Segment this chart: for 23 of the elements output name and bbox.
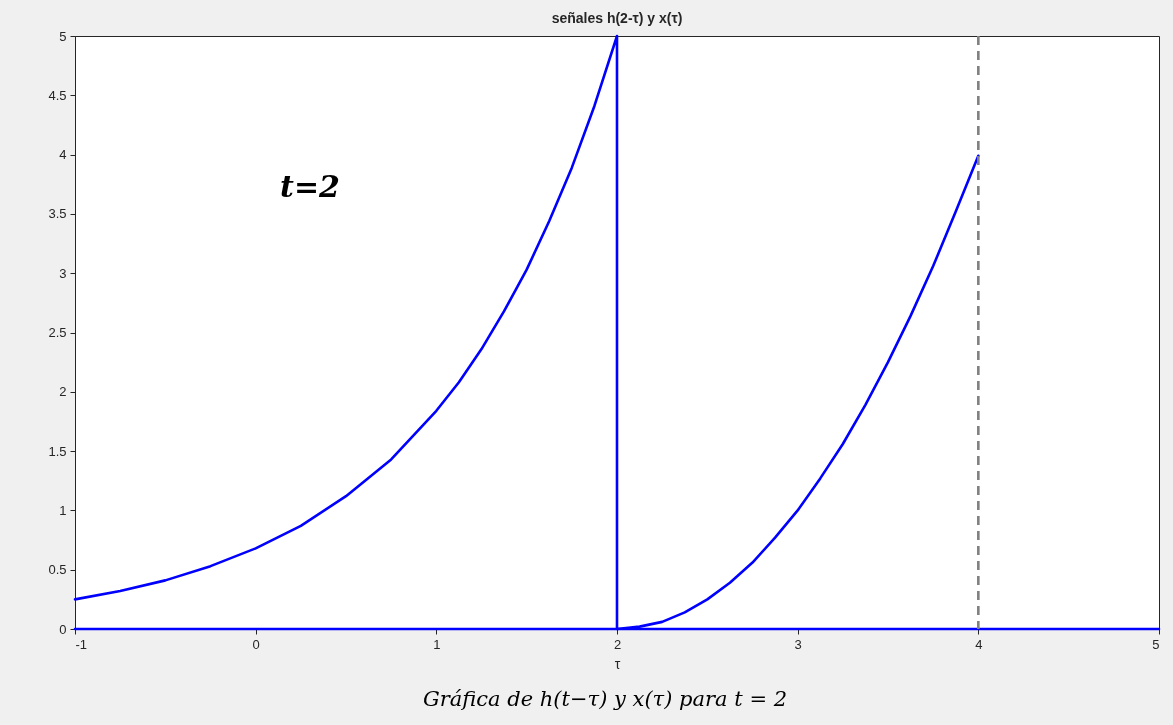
y-tick-label: 4 [59, 147, 67, 163]
x-tick-label: 3 [794, 636, 802, 652]
y-tick-label: 0 [59, 621, 67, 637]
x-tick-label: -1 [75, 636, 88, 652]
x-axis-title: τ [614, 655, 621, 672]
y-tick-label: 1 [59, 502, 67, 518]
x-tick-label: 0 [252, 636, 260, 652]
x-tick-label: 5 [1152, 636, 1160, 652]
x-tick-label: 1 [433, 636, 441, 652]
y-tick-label: 4.5 [48, 87, 67, 103]
chart-title: señales h(2-τ) y x(τ) [551, 10, 683, 26]
y-tick-label: 0.5 [48, 562, 67, 578]
y-tick-label: 1.5 [48, 443, 67, 459]
x-tick-label: 4 [975, 636, 983, 652]
text: Gráfica de h(t−τ) y x(τ) para t = 2 [422, 687, 788, 711]
x-tick-label: 2 [613, 636, 622, 652]
y-tick-label: 2 [59, 384, 67, 400]
y-tick-label: 2.5 [48, 325, 67, 340]
line-series [73, 34, 1161, 631]
y-tick-label: 5 [59, 28, 67, 44]
y-tick-label: 3 [59, 265, 67, 281]
annotation: t=2 [280, 169, 340, 204]
y-tick-label: 3.5 [48, 206, 67, 222]
